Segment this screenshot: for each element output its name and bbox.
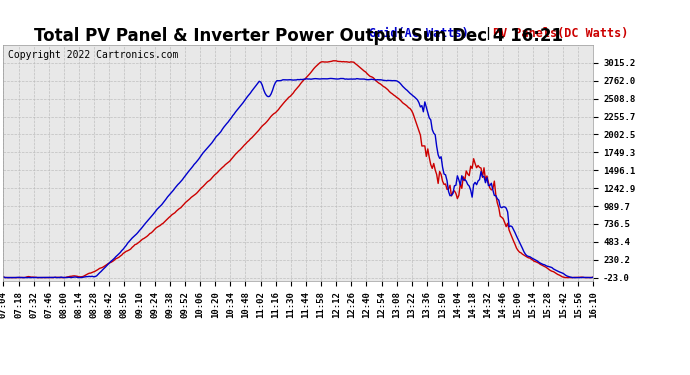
Title: Total PV Panel & Inverter Power Output Sun Dec 4 16:21: Total PV Panel & Inverter Power Output S… — [34, 27, 563, 45]
Text: |: | — [484, 27, 491, 40]
Text: PV Panels(DC Watts): PV Panels(DC Watts) — [493, 27, 629, 40]
Text: Grid(AC Watts): Grid(AC Watts) — [369, 27, 469, 40]
Text: Copyright 2022 Cartronics.com: Copyright 2022 Cartronics.com — [8, 50, 179, 60]
